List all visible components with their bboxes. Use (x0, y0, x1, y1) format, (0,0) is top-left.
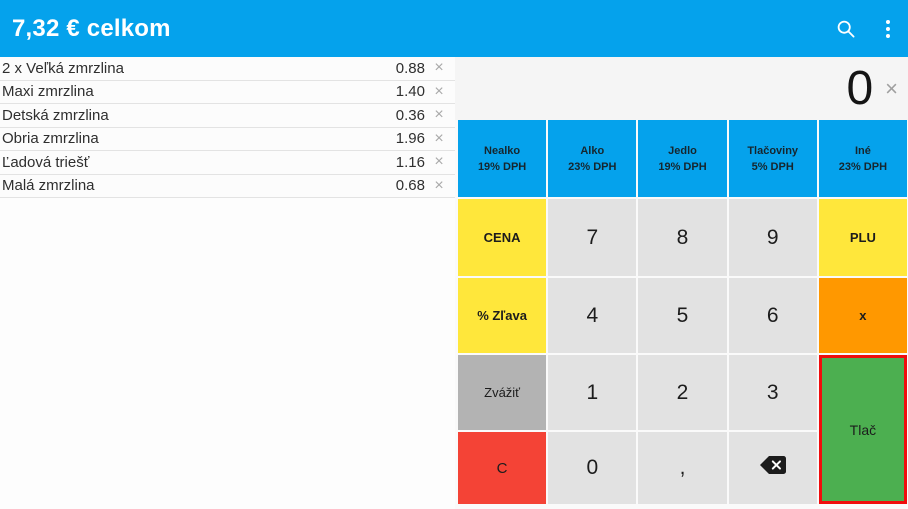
category-name: Alko (580, 144, 605, 157)
item-name: 2 x Veľká zmrzlina (2, 59, 124, 77)
category-tax: 19% DPH (658, 160, 707, 173)
receipt-item[interactable]: Detská zmrzlina 0.36 × (0, 104, 455, 128)
receipt-item[interactable]: Ľadová triešť 1.16 × (0, 151, 455, 175)
receipt-item[interactable]: Maxi zmrzlina 1.40 × (0, 80, 455, 104)
digit-4-key[interactable]: 4 (548, 278, 637, 353)
remove-item-icon[interactable]: × (434, 59, 444, 77)
category-tax: 23% DPH (568, 160, 617, 173)
remove-item-icon[interactable]: × (434, 82, 444, 100)
item-price: 0.68 (395, 177, 425, 195)
category-tax: 19% DPH (477, 160, 527, 173)
item-price: 0.36 (395, 106, 425, 124)
clear-key[interactable]: C (458, 432, 547, 504)
category-tlacoviny[interactable]: Tlačoviny 5% DPH (728, 120, 817, 197)
digit-5-key[interactable]: 5 (638, 278, 727, 353)
discount-key[interactable]: % Zľava (458, 278, 547, 353)
category-alko[interactable]: Alko 23% DPH (548, 120, 637, 197)
digit-7-key[interactable]: 7 (548, 199, 637, 276)
receipt-item[interactable]: Malá zmrzlina 0.68 × (0, 174, 455, 198)
item-name: Maxi zmrzlina (2, 83, 94, 101)
receipt-item[interactable]: 2 x Veľká zmrzlina 0.88 × (0, 57, 455, 81)
keypad-panel: 0 × Nealko 19% DPH Alko 23% DPH Jedlo 19… (455, 57, 908, 509)
item-price: 1.40 (395, 83, 425, 101)
digit-2-key[interactable]: 2 (638, 355, 727, 430)
digit-0-key[interactable]: 0 (548, 432, 637, 504)
category-ine[interactable]: Iné 23% DPH (818, 120, 907, 197)
overflow-menu-icon[interactable] (886, 19, 890, 38)
digit-1-key[interactable]: 1 (548, 355, 637, 430)
receipt-item[interactable]: Obria zmrzlina 1.96 × (0, 127, 455, 151)
backspace-icon (759, 455, 787, 481)
category-name: Tlačoviny (747, 144, 799, 157)
plu-key[interactable]: PLU (818, 199, 907, 276)
digit-3-key[interactable]: 3 (728, 355, 817, 430)
item-name: Detská zmrzlina (2, 106, 109, 124)
comma-key[interactable]: , (638, 432, 727, 504)
category-tax: 5% DPH (751, 160, 794, 173)
amount-display: 0 × (455, 57, 908, 120)
category-tax: 23% DPH (838, 160, 888, 173)
app-bar-actions (836, 19, 890, 39)
remove-item-icon[interactable]: × (434, 153, 444, 171)
multiply-key[interactable]: x (818, 278, 907, 353)
total-title: 7,32 € celkom (12, 14, 171, 42)
category-name: Nealko (484, 144, 521, 157)
search-icon[interactable] (836, 19, 856, 39)
category-name: Iné (854, 144, 871, 157)
clear-display-icon[interactable]: × (885, 75, 898, 101)
category-jedlo[interactable]: Jedlo 19% DPH (638, 120, 727, 197)
item-name: Ľadová triešť (2, 153, 90, 171)
receipt-list: 2 x Veľká zmrzlina 0.88 × Maxi zmrzlina … (0, 57, 455, 509)
cena-key[interactable]: CENA (458, 199, 547, 276)
item-price: 1.16 (395, 153, 425, 171)
digit-9-key[interactable]: 9 (728, 199, 817, 276)
item-name: Malá zmrzlina (2, 177, 95, 195)
backspace-key[interactable] (728, 432, 817, 504)
keypad: Nealko 19% DPH Alko 23% DPH Jedlo 19% DP… (455, 120, 908, 509)
digit-8-key[interactable]: 8 (638, 199, 727, 276)
print-key[interactable]: Tlač (818, 355, 907, 504)
remove-item-icon[interactable]: × (434, 129, 444, 147)
weigh-key[interactable]: Zvážiť (458, 355, 547, 430)
digit-6-key[interactable]: 6 (728, 278, 817, 353)
display-value: 0 (846, 61, 874, 115)
item-name: Obria zmrzlina (2, 130, 99, 148)
category-nealko[interactable]: Nealko 19% DPH (458, 120, 547, 197)
app-bar: 7,32 € celkom (0, 0, 908, 57)
remove-item-icon[interactable]: × (434, 106, 444, 124)
category-name: Jedlo (668, 144, 697, 157)
item-price: 1.96 (395, 130, 425, 148)
remove-item-icon[interactable]: × (434, 176, 444, 194)
item-price: 0.88 (395, 59, 425, 77)
